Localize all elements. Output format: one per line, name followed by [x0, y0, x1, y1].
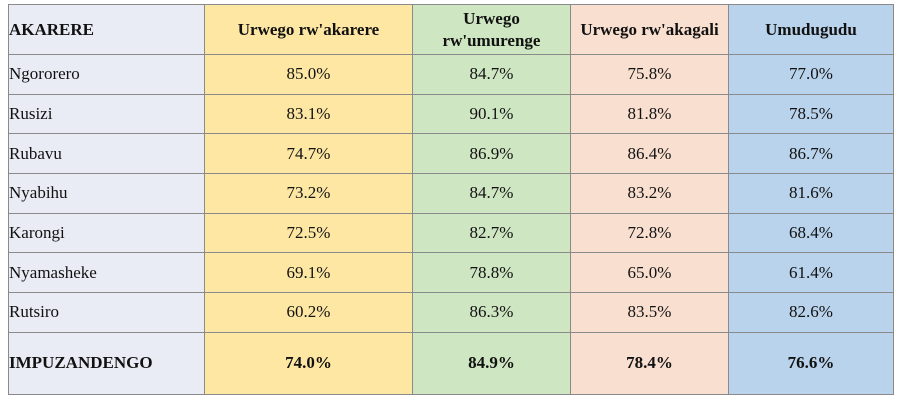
total-row: IMPUZANDENGO 74.0% 84.9% 78.4% 76.6%: [8, 331, 894, 395]
table-row: Rubavu 74.7% 86.9% 86.4% 86.7%: [8, 133, 894, 175]
value-cell: 69.1%: [204, 252, 413, 294]
total-value-cell: 84.9%: [412, 331, 571, 395]
value-cell: 72.8%: [570, 212, 729, 254]
header-umudugudu: Umudugudu: [728, 4, 894, 55]
table-row: Rusizi 83.1% 90.1% 81.8% 78.5%: [8, 93, 894, 135]
value-cell: 83.5%: [570, 292, 729, 333]
district-percentages-table: AKARERE Urwego rw'akarere Urwego rw'umur…: [8, 4, 894, 395]
header-urwego-umurenge: Urwego rw'umurenge: [412, 4, 571, 55]
value-cell: 90.1%: [412, 93, 571, 135]
header-akarere: AKARERE: [8, 4, 205, 55]
value-cell: 75.8%: [570, 54, 729, 95]
value-cell: 83.2%: [570, 173, 729, 214]
table-row: Karongi 72.5% 82.7% 72.8% 68.4%: [8, 212, 894, 254]
value-cell: 77.0%: [728, 54, 894, 95]
district-cell: Nyabihu: [8, 173, 205, 214]
value-cell: 74.7%: [204, 133, 413, 175]
value-cell: 73.2%: [204, 173, 413, 214]
value-cell: 78.5%: [728, 93, 894, 135]
value-cell: 84.7%: [412, 54, 571, 95]
header-row: AKARERE Urwego rw'akarere Urwego rw'umur…: [8, 4, 894, 55]
value-cell: 86.9%: [412, 133, 571, 175]
table-row: Rutsiro 60.2% 86.3% 83.5% 82.6%: [8, 292, 894, 333]
table-row: Nyamasheke 69.1% 78.8% 65.0% 61.4%: [8, 252, 894, 294]
district-cell: Ngororero: [8, 54, 205, 95]
district-cell: Rubavu: [8, 133, 205, 175]
value-cell: 72.5%: [204, 212, 413, 254]
value-cell: 84.7%: [412, 173, 571, 214]
value-cell: 83.1%: [204, 93, 413, 135]
table-row: Nyabihu 73.2% 84.7% 83.2% 81.6%: [8, 173, 894, 214]
value-cell: 82.6%: [728, 292, 894, 333]
table-row: Ngororero 85.0% 84.7% 75.8% 77.0%: [8, 54, 894, 95]
value-cell: 65.0%: [570, 252, 729, 294]
header-urwego-akarere: Urwego rw'akarere: [204, 4, 413, 55]
value-cell: 61.4%: [728, 252, 894, 294]
value-cell: 81.6%: [728, 173, 894, 214]
value-cell: 86.7%: [728, 133, 894, 175]
district-cell: Karongi: [8, 212, 205, 254]
value-cell: 78.8%: [412, 252, 571, 294]
value-cell: 68.4%: [728, 212, 894, 254]
value-cell: 85.0%: [204, 54, 413, 95]
value-cell: 86.4%: [570, 133, 729, 175]
total-value-cell: 78.4%: [570, 331, 729, 395]
value-cell: 60.2%: [204, 292, 413, 333]
district-cell: Rusizi: [8, 93, 205, 135]
header-urwego-akagali: Urwego rw'akagali: [570, 4, 729, 55]
value-cell: 82.7%: [412, 212, 571, 254]
total-value-cell: 76.6%: [728, 331, 894, 395]
district-cell: Nyamasheke: [8, 252, 205, 294]
total-label: IMPUZANDENGO: [8, 331, 205, 395]
total-value-cell: 74.0%: [204, 331, 413, 395]
district-cell: Rutsiro: [8, 292, 205, 333]
value-cell: 81.8%: [570, 93, 729, 135]
value-cell: 86.3%: [412, 292, 571, 333]
